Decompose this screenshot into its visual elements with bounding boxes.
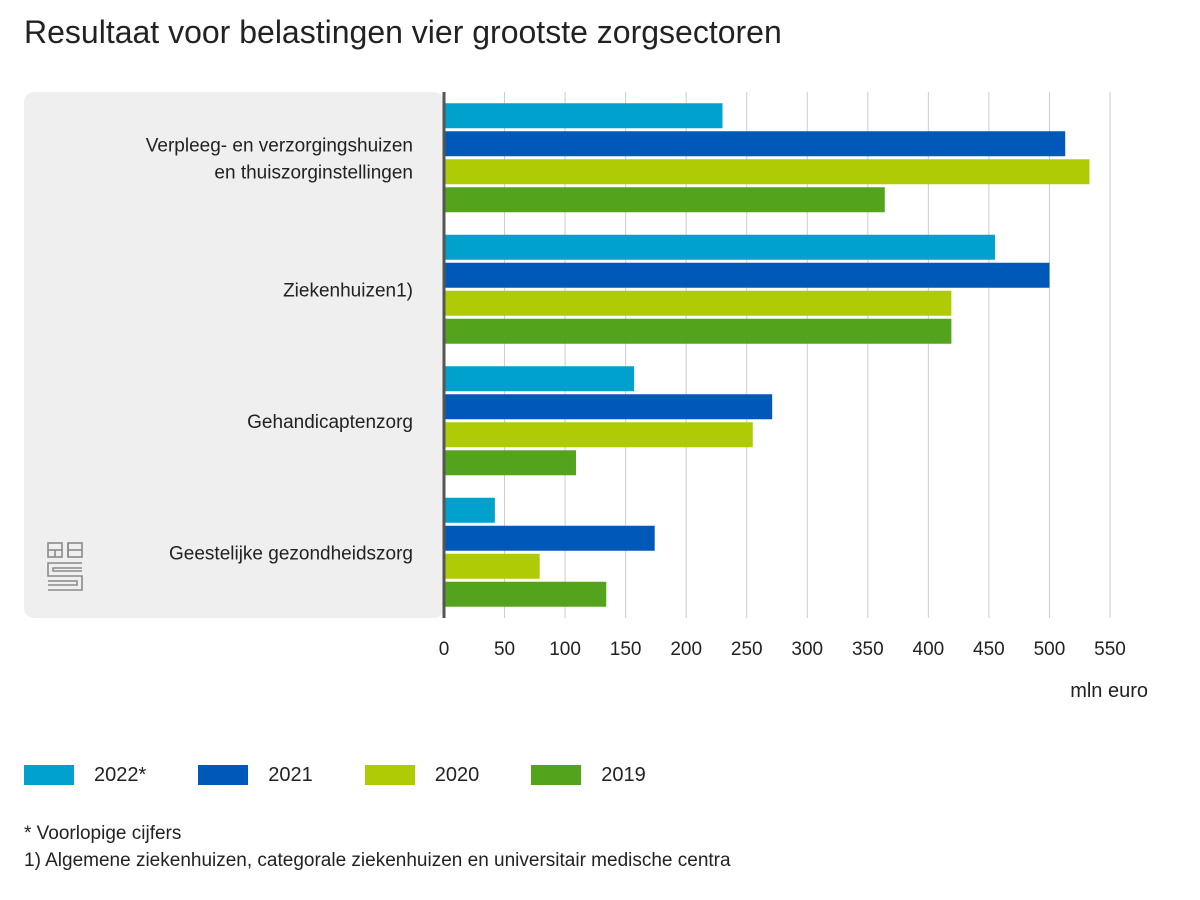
bar <box>444 318 952 344</box>
legend-swatch <box>198 765 249 785</box>
x-tick-label: 350 <box>852 639 884 660</box>
bar <box>444 497 495 523</box>
legend-label: 2020 <box>434 763 480 786</box>
x-tick-label: 450 <box>973 639 1005 660</box>
category-label: en thuiszorginstellingen <box>214 162 413 183</box>
bar <box>444 159 1090 185</box>
bar <box>444 525 655 551</box>
bar <box>444 187 885 213</box>
bar <box>444 262 1050 288</box>
x-tick-label: 200 <box>670 639 702 660</box>
bar <box>444 553 540 579</box>
x-tick-label: 100 <box>549 639 581 660</box>
x-tick-labels: 0 50 100 150 200 250 300 350 400 450 500 550 <box>439 639 1126 660</box>
bars <box>444 103 1090 607</box>
x-tick-label: 500 <box>1034 639 1066 660</box>
legend-item: 2020 <box>364 763 480 787</box>
legend-label: 2019 <box>601 763 646 786</box>
category-label: Geestelijke gezondheidszorg <box>169 543 413 564</box>
x-tick-label: 300 <box>791 639 823 660</box>
chart-title: Resultaat voor belastingen vier grootste… <box>24 14 782 50</box>
legend-label: 2022* <box>94 763 147 786</box>
category-label: Gehandicaptenzorg <box>247 412 413 433</box>
legend-item: 2019 <box>531 764 646 787</box>
bar <box>444 450 576 476</box>
bar <box>444 422 753 448</box>
category-label: Ziekenhuizen1) <box>283 280 413 301</box>
x-tick-label: 150 <box>610 639 642 660</box>
legend-swatch <box>24 765 74 785</box>
category-labels: Verpleeg- en verzorgingshuizen en thuiszo… <box>146 135 413 564</box>
category-panel <box>24 92 444 618</box>
legend-swatch <box>531 765 582 785</box>
legend-label: 2021 <box>268 763 313 786</box>
bar-chart: Verpleeg- en verzorgingshuizen en thuiszo… <box>24 92 1148 702</box>
bar <box>444 581 607 607</box>
x-tick-label: 250 <box>731 639 763 660</box>
x-tick-label: 550 <box>1094 639 1126 660</box>
legend: 2022* 2021 2020 2019 <box>24 763 698 787</box>
x-axis-label: mln euro <box>1070 680 1148 702</box>
bar <box>444 131 1066 157</box>
x-tick-label: 50 <box>494 639 515 660</box>
bar <box>444 290 952 316</box>
bar <box>444 103 723 129</box>
footnote-provisional: * Voorlopige cijfers <box>24 823 182 844</box>
bar <box>444 366 635 392</box>
legend-swatch <box>364 765 415 785</box>
footnotes: * Voorlopige cijfers 1) Algemene ziekenh… <box>24 820 731 874</box>
bar <box>444 234 995 260</box>
legend-item: 2021 <box>198 764 313 787</box>
x-tick-label: 400 <box>913 639 945 660</box>
legend-item: 2022* <box>24 764 146 787</box>
bar <box>444 394 773 420</box>
category-label: Verpleeg- en verzorgingshuizen <box>146 135 413 156</box>
footnote-hospitals: 1) Algemene ziekenhuizen, categorale zie… <box>24 850 731 871</box>
cbs-logo <box>47 542 83 591</box>
x-tick-label: 0 <box>439 639 450 660</box>
